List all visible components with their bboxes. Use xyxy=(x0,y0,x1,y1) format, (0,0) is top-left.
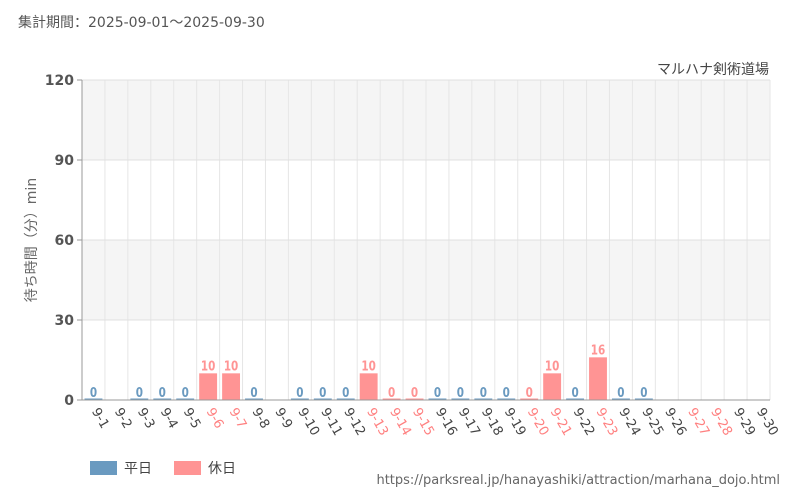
data-label: 0 xyxy=(571,385,578,400)
x-tick-label: 9-20 xyxy=(524,406,552,439)
data-label: 0 xyxy=(182,385,189,400)
bar xyxy=(176,398,195,400)
x-tick-label: 9-5 xyxy=(180,406,204,432)
data-label: 10 xyxy=(224,358,238,373)
x-tick-label: 9-11 xyxy=(317,406,345,439)
x-tick-label: 9-24 xyxy=(615,406,643,439)
axes xyxy=(81,80,770,401)
x-tick-label: 9-13 xyxy=(363,406,391,439)
x-tick-label: 9-18 xyxy=(478,406,506,439)
x-tick-label: 9-22 xyxy=(570,406,598,439)
data-label: 0 xyxy=(319,385,326,400)
x-tick-label: 9-2 xyxy=(111,406,135,432)
data-label: 0 xyxy=(480,385,487,400)
data-label: 0 xyxy=(159,385,166,400)
y-axis-label: 待ち時間（分）min xyxy=(24,178,40,302)
legend-item-weekday: 平日 xyxy=(90,458,152,478)
bar xyxy=(222,373,241,400)
bar xyxy=(336,398,355,400)
bar xyxy=(520,398,539,400)
data-label: 0 xyxy=(90,385,97,400)
bar xyxy=(474,398,493,400)
x-tick-label: 9-6 xyxy=(203,406,227,432)
x-tick-label: 9-4 xyxy=(157,406,181,432)
x-tick-label: 9-14 xyxy=(386,406,414,439)
x-tick-label: 9-30 xyxy=(753,406,781,439)
source-url: https://parksreal.jp/hanayashiki/attract… xyxy=(376,473,780,488)
x-tick-label: 9-9 xyxy=(271,406,295,432)
period-label: 集計期間：2025-09-01～2025-09-30 xyxy=(18,15,265,31)
bar xyxy=(130,398,149,400)
x-tick-labels: 9-1 9-2 9-3 9-4 9-5 9-6 9-7 9-8 9-9 9-109-119-129… xyxy=(88,406,781,439)
x-tick-label: 9-8 xyxy=(249,406,273,432)
y-tick-label: 0 xyxy=(64,393,74,409)
x-tick-label: 9-10 xyxy=(294,406,322,439)
x-tick-label: 9-25 xyxy=(638,406,666,439)
x-tick-label: 9-23 xyxy=(593,406,621,439)
data-label: 0 xyxy=(457,385,464,400)
chart-title: マルハナ剣術道場 xyxy=(657,62,769,78)
x-tick-label: 9-27 xyxy=(684,406,712,439)
legend-item-holiday: 休日 xyxy=(174,458,236,478)
x-tick-label: 9-1 xyxy=(88,406,112,432)
bar xyxy=(589,357,607,400)
x-tick-label: 9-16 xyxy=(432,406,460,439)
bar xyxy=(405,398,424,400)
legend-label-weekday: 平日 xyxy=(124,461,152,477)
bar xyxy=(428,398,447,400)
data-label: 0 xyxy=(526,385,533,400)
data-label: 0 xyxy=(136,385,143,400)
bar xyxy=(634,398,653,400)
legend-label-holiday: 休日 xyxy=(208,461,236,477)
y-tick-label: 120 xyxy=(45,73,74,89)
data-label: 0 xyxy=(250,385,257,400)
bar xyxy=(84,398,103,400)
data-label: 0 xyxy=(640,385,647,400)
legend: 平日 休日 xyxy=(90,458,258,478)
x-tick-label: 9-17 xyxy=(455,406,483,439)
data-label: 0 xyxy=(388,385,395,400)
x-tick-label: 9-28 xyxy=(707,406,735,439)
bar xyxy=(543,373,562,400)
data-label: 10 xyxy=(545,358,559,373)
legend-swatch-weekday xyxy=(90,461,117,475)
data-label: 10 xyxy=(361,358,375,373)
bar xyxy=(359,373,378,400)
bar xyxy=(451,398,470,400)
y-tick-label: 30 xyxy=(55,313,75,329)
data-label: 0 xyxy=(503,385,510,400)
x-tick-label: 9-7 xyxy=(226,406,250,432)
data-labels: 0 0 0 0 10 10 0 0 0 0 10 0 0 0 0 0 0 0 10 0 16 0 0 xyxy=(90,342,648,400)
y-tick-labels: 0 30 60 90 120 xyxy=(45,73,74,409)
bar xyxy=(611,398,630,400)
x-tick-label: 9-15 xyxy=(409,406,437,439)
data-label: 0 xyxy=(434,385,441,400)
bar xyxy=(245,398,263,400)
data-label: 10 xyxy=(201,358,215,373)
y-tick-label: 60 xyxy=(55,233,75,249)
bar xyxy=(497,398,516,400)
data-label: 0 xyxy=(296,385,303,400)
x-tick-label: 9-3 xyxy=(134,406,158,432)
x-tick-label: 9-12 xyxy=(340,406,368,439)
legend-swatch-holiday xyxy=(174,461,201,475)
data-label: 0 xyxy=(342,385,349,400)
bar xyxy=(313,398,332,400)
x-tick-label: 9-29 xyxy=(730,406,758,439)
data-label: 16 xyxy=(591,342,605,357)
bar xyxy=(566,398,585,400)
x-tick-label: 9-26 xyxy=(661,406,689,439)
bar xyxy=(290,398,309,400)
data-label: 0 xyxy=(411,385,418,400)
x-tick-label: 9-19 xyxy=(501,406,529,439)
data-label: 0 xyxy=(617,385,624,400)
bar xyxy=(382,398,401,400)
x-tick-label: 9-21 xyxy=(547,406,575,439)
y-tick-label: 90 xyxy=(55,153,75,169)
bar xyxy=(153,398,172,400)
bar xyxy=(199,373,218,400)
bar-series xyxy=(84,357,653,400)
